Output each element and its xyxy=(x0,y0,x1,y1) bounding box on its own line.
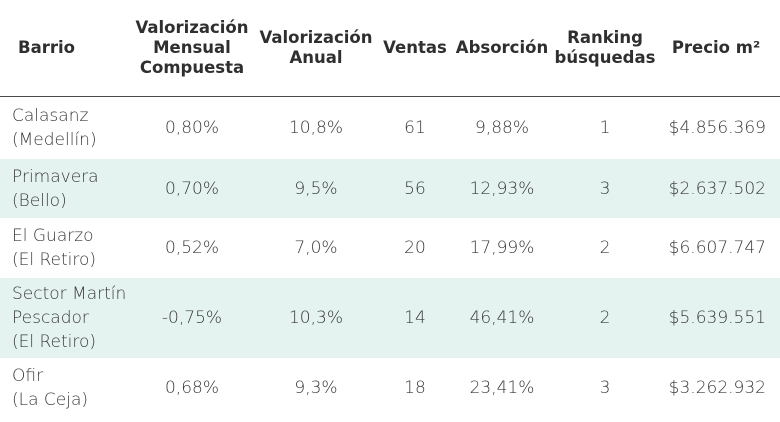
cell-ventas: 14 xyxy=(404,308,426,328)
cell-val-mensual: 0,70% xyxy=(164,178,219,199)
header-line: Anual xyxy=(289,48,343,67)
cell-barrio: Primavera (Bello) xyxy=(0,159,150,218)
header-ventas: Ventas xyxy=(378,0,452,96)
cell-ventas: 56 xyxy=(404,178,426,199)
barrio-line: El Guarzo xyxy=(12,226,94,246)
cell-absorcion: 9,88% xyxy=(474,118,529,138)
header-line: búsquedas xyxy=(554,48,656,67)
barrio-line: (El Retiro) xyxy=(12,250,97,270)
header-line: Valorización xyxy=(135,18,249,37)
header-precio: Precio m² xyxy=(660,0,772,96)
cell-absorcion: 23,41% xyxy=(469,378,535,398)
barrio-line: (Medellín) xyxy=(12,130,97,150)
cell-precio: $2.637.502 xyxy=(668,178,766,199)
cell-val-mensual: 0,68% xyxy=(164,378,219,398)
barrio-line: Calasanz xyxy=(12,106,89,126)
header-line: Ranking xyxy=(567,28,643,47)
barrio-line: Primavera xyxy=(12,166,99,187)
barrio-line: (La Ceja) xyxy=(12,390,89,410)
cell-ventas: 20 xyxy=(404,238,426,258)
table-row: Ofir (La Ceja) 0,68% 9,3% 18 23,41% 3 $3… xyxy=(0,358,780,418)
cell-ranking: 2 xyxy=(599,238,611,258)
cell-absorcion: 17,99% xyxy=(469,238,535,258)
cell-val-mensual: 0,52% xyxy=(164,238,219,258)
cell-val-anual: 10,8% xyxy=(288,118,343,138)
cell-ranking: 3 xyxy=(599,378,611,398)
cell-val-anual: 10,3% xyxy=(288,308,343,328)
header-line: Ventas xyxy=(383,38,447,57)
barrio-line: Pescador xyxy=(12,308,89,328)
cell-ventas: 18 xyxy=(404,378,426,398)
table-row: El Guarzo (El Retiro) 0,52% 7,0% 20 17,9… xyxy=(0,218,780,278)
table-row: Primavera (Bello) 0,70% 9,5% 56 12,93% 3… xyxy=(0,159,780,218)
cell-val-anual: 9,3% xyxy=(294,378,338,398)
cell-barrio: El Guarzo (El Retiro) xyxy=(0,218,150,278)
cell-ranking: 1 xyxy=(599,118,611,138)
cell-precio: $4.856.369 xyxy=(668,118,766,138)
cell-val-mensual: 0,80% xyxy=(164,118,219,138)
barrio-line: (Bello) xyxy=(12,190,67,211)
cell-precio: $3.262.932 xyxy=(668,378,766,398)
header-line: Precio m² xyxy=(671,38,761,57)
cell-absorcion: 46,41% xyxy=(469,308,535,328)
header-line: Compuesta xyxy=(139,58,245,77)
header-line: Valorización xyxy=(259,28,373,47)
barrio-line: Sector Martín xyxy=(12,284,127,304)
header-ranking: Ranking búsquedas xyxy=(548,0,662,96)
cell-barrio: Calasanz (Medellín) xyxy=(0,97,150,159)
header-line: Absorción xyxy=(455,38,549,57)
barrio-line: (El Retiro) xyxy=(12,332,97,352)
cell-precio: $5.639.551 xyxy=(668,308,766,328)
header-absorcion: Absorción xyxy=(450,0,554,96)
cell-barrio: Sector Martín Pescador (El Retiro) xyxy=(0,278,150,358)
cell-ventas: 61 xyxy=(404,118,426,138)
header-barrio: Barrio xyxy=(0,0,132,96)
header-valorizacion-anual: Valorización Anual xyxy=(254,0,378,96)
cell-precio: $6.607.747 xyxy=(668,238,766,258)
barrio-line: Ofir xyxy=(12,366,44,386)
cell-ranking: 3 xyxy=(599,178,611,199)
table-row: Sector Martín Pescador (El Retiro) -0,75… xyxy=(0,278,780,358)
cell-absorcion: 12,93% xyxy=(469,178,535,199)
header-valorizacion-mensual: Valorización Mensual Compuesta xyxy=(130,0,254,96)
table-row: Calasanz (Medellín) 0,80% 10,8% 61 9,88%… xyxy=(0,97,780,159)
table-header: Barrio Valorización Mensual Compuesta Va… xyxy=(0,0,780,97)
header-barrio-label: Barrio xyxy=(18,38,75,57)
cell-ranking: 2 xyxy=(599,308,611,328)
cell-val-anual: 9,5% xyxy=(294,178,338,199)
cell-val-mensual: -0,75% xyxy=(161,308,223,328)
header-line: Mensual xyxy=(153,38,231,57)
cell-val-anual: 7,0% xyxy=(294,238,338,258)
cell-barrio: Ofir (La Ceja) xyxy=(0,358,150,418)
